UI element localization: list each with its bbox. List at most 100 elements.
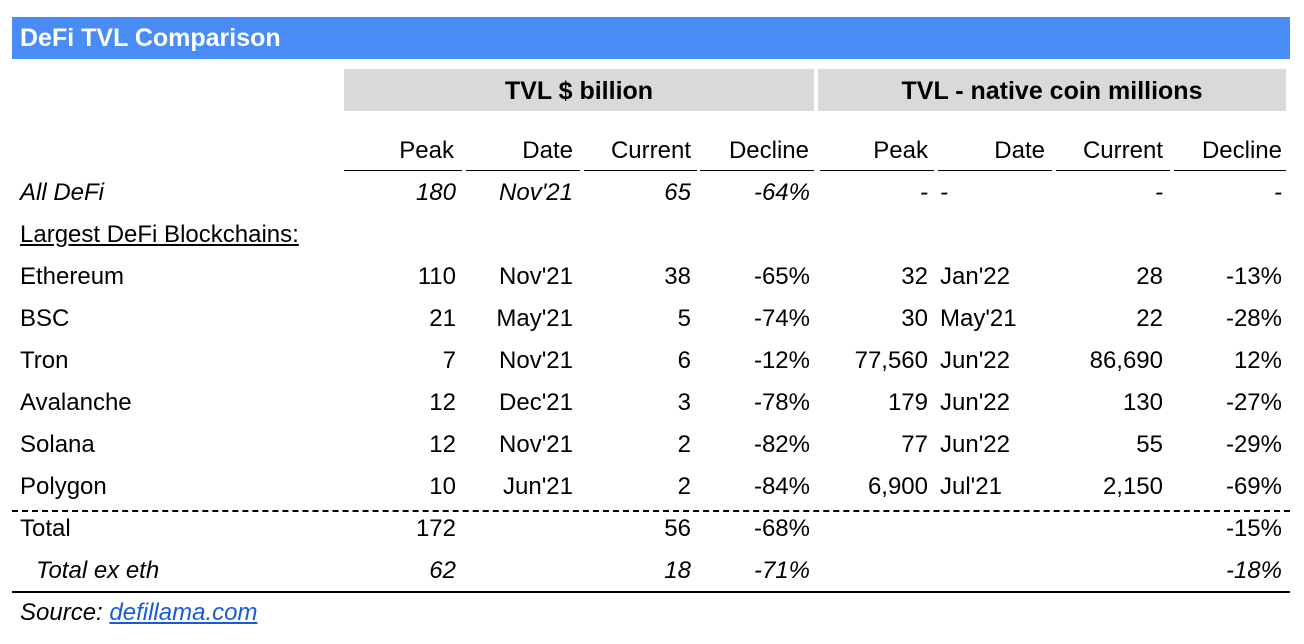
section-label: Largest DeFi Blockchains: xyxy=(20,221,299,248)
table-cell: -18% xyxy=(1225,557,1282,584)
column-header: Decline xyxy=(1201,137,1282,164)
table-cell xyxy=(466,508,573,550)
table-cell: 110 xyxy=(417,263,456,290)
table-cell: 18 xyxy=(664,557,691,584)
source-link[interactable]: defillama.com xyxy=(109,599,258,626)
table-cell: -64% xyxy=(753,179,810,206)
table-cell: 12 xyxy=(429,389,456,416)
table-cell: Nov'21 xyxy=(499,263,573,290)
table-cell: 38 xyxy=(664,263,691,290)
table-cell xyxy=(1058,508,1163,550)
table-cell: Jan'22 xyxy=(940,263,1010,290)
table-cell: 62 xyxy=(429,557,456,584)
table-cell: -82% xyxy=(753,431,810,458)
table-title: DeFi TVL Comparison xyxy=(12,17,1290,59)
table-cell: 10 xyxy=(429,473,456,500)
table-cell: 56 xyxy=(664,515,691,542)
group-header-native: TVL - native coin millions xyxy=(818,69,1286,111)
row-label: Total xyxy=(20,515,71,542)
table-cell: 2 xyxy=(677,431,691,458)
column-header: Decline xyxy=(728,137,809,164)
row-label: BSC xyxy=(20,305,70,332)
column-underline xyxy=(1056,170,1170,171)
table-cell: 6 xyxy=(677,347,691,374)
table-cell xyxy=(1058,550,1163,592)
table-cell: May'21 xyxy=(940,305,1017,332)
table-cell: 179 xyxy=(887,389,928,416)
table-cell: -29% xyxy=(1225,431,1282,458)
table-cell: Dec'21 xyxy=(499,389,573,416)
table-cell: Jun'22 xyxy=(940,431,1010,458)
source-label: Source: xyxy=(20,599,103,626)
table-cell: 77 xyxy=(901,431,928,458)
table-cell: Jun'22 xyxy=(940,347,1010,374)
row-label: Tron xyxy=(20,347,69,374)
table-cell: 2,150 xyxy=(1102,473,1163,500)
table-cell: 5 xyxy=(677,305,691,332)
table-cell: Nov'21 xyxy=(499,431,573,458)
column-header: Current xyxy=(1082,137,1163,164)
table-cell: -12% xyxy=(753,347,810,374)
table-cell: -84% xyxy=(753,473,810,500)
table-cell: 6,900 xyxy=(867,473,928,500)
table-cell: 22 xyxy=(1136,305,1163,332)
column-header: Current xyxy=(610,137,691,164)
column-underline xyxy=(466,170,580,171)
column-underline xyxy=(938,170,1052,171)
table-cell: -74% xyxy=(753,305,810,332)
row-label: Solana xyxy=(20,431,95,458)
table-cell: Jun'22 xyxy=(940,389,1010,416)
table-cell: -78% xyxy=(753,389,810,416)
table-cell: -28% xyxy=(1225,305,1282,332)
table-cell: 77,560 xyxy=(854,347,928,374)
table-cell: 86,690 xyxy=(1089,347,1163,374)
table-cell: -13% xyxy=(1225,263,1282,290)
table-cell: 21 xyxy=(429,305,456,332)
column-header: Date xyxy=(994,137,1045,164)
table-cell: 130 xyxy=(1122,389,1163,416)
table-cell: Jun'21 xyxy=(503,473,573,500)
table-cell: -71% xyxy=(753,557,810,584)
table-cell: Jul'21 xyxy=(940,473,1002,500)
column-header: Date xyxy=(522,137,573,164)
table-cell: - xyxy=(1274,179,1282,206)
table-cell xyxy=(820,550,928,592)
row-label: Polygon xyxy=(20,473,107,500)
column-underline xyxy=(344,170,462,171)
table-cell xyxy=(940,508,1055,550)
table-cell: 7 xyxy=(442,347,456,374)
footer-divider xyxy=(12,591,1290,593)
table-cell: 3 xyxy=(677,389,691,416)
table-cell: 65 xyxy=(664,179,691,206)
group-header-usd: TVL $ billion xyxy=(344,69,814,111)
table-cell: 28 xyxy=(1136,263,1163,290)
table-cell: 12 xyxy=(429,431,456,458)
column-header: Peak xyxy=(873,137,928,164)
table-cell: 30 xyxy=(901,305,928,332)
table-cell xyxy=(820,508,928,550)
row-label: Total ex eth xyxy=(36,557,160,584)
table-cell: May'21 xyxy=(496,305,573,332)
row-label: Avalanche xyxy=(20,389,132,416)
table-cell: -15% xyxy=(1225,515,1282,542)
column-underline xyxy=(1174,170,1286,171)
row-label: Ethereum xyxy=(20,263,125,290)
table-cell: -69% xyxy=(1225,473,1282,500)
table-cell: 12% xyxy=(1233,347,1282,374)
table-cell: -68% xyxy=(753,515,810,542)
table-cell: 32 xyxy=(901,263,928,290)
source-note: Source: defillama.com xyxy=(20,592,257,634)
table-cell: 55 xyxy=(1136,431,1163,458)
table-cell: 172 xyxy=(415,515,456,542)
row-label: All DeFi xyxy=(20,179,105,206)
column-header: Peak xyxy=(399,137,454,164)
table-cell: -65% xyxy=(753,263,810,290)
table-cell: -27% xyxy=(1225,389,1282,416)
table-cell: Nov'21 xyxy=(499,347,573,374)
table-cell: - xyxy=(920,179,928,206)
table-cell: Nov'21 xyxy=(499,179,573,206)
table-cell: 2 xyxy=(677,473,691,500)
column-underline xyxy=(700,170,814,171)
table-cell xyxy=(940,550,1055,592)
column-underline xyxy=(820,170,934,171)
